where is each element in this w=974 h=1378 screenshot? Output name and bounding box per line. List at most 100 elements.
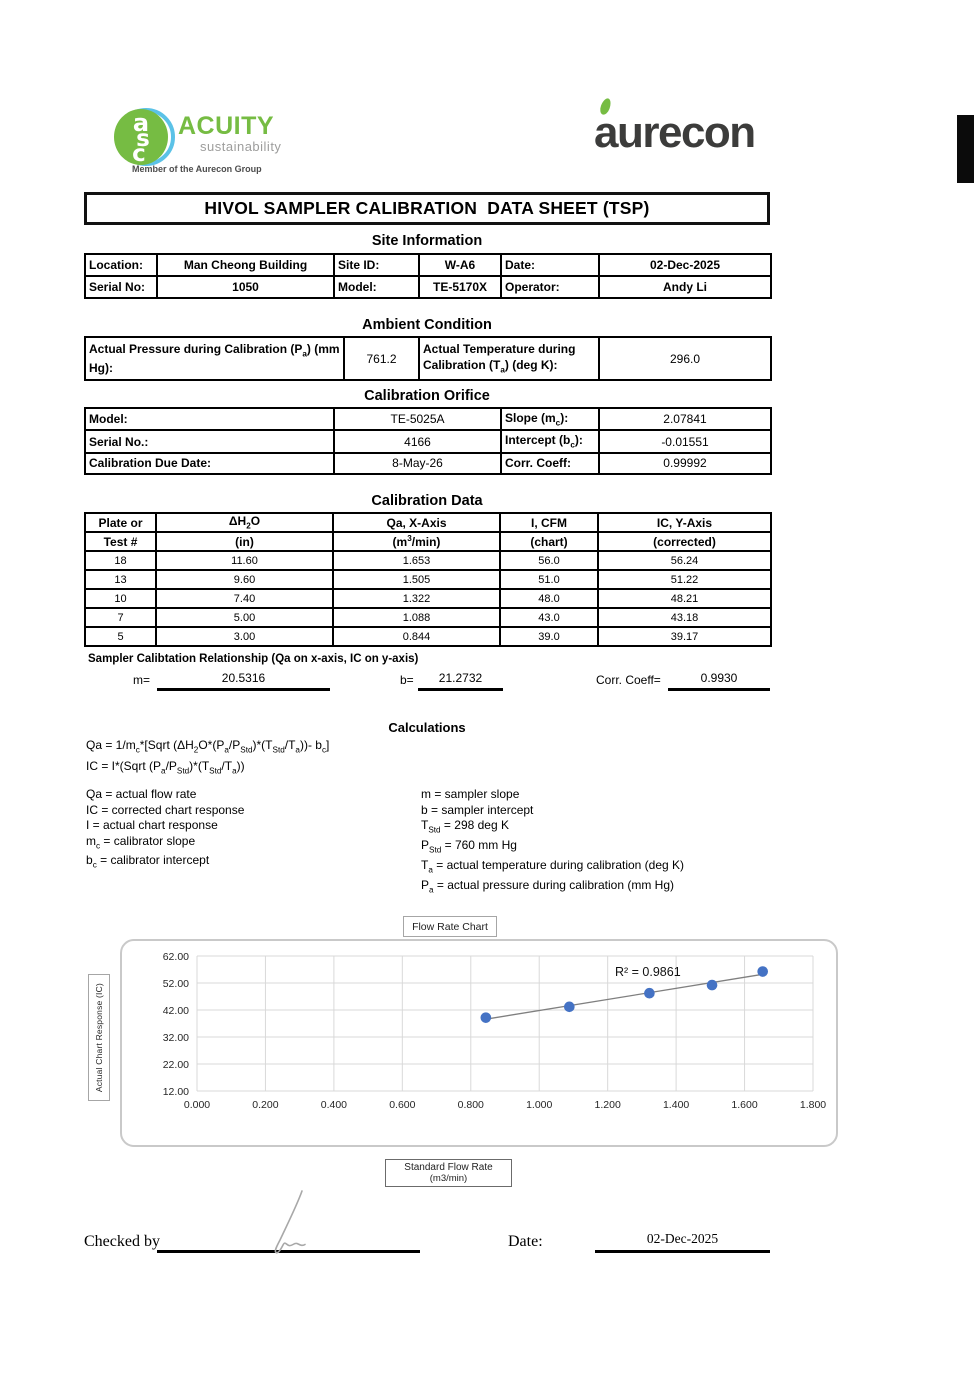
orifice-serial-value: 4166 bbox=[333, 429, 502, 454]
cell: 5 bbox=[84, 626, 157, 647]
site-information-heading: Site Information bbox=[371, 233, 483, 249]
intercept-value: -0.01551 bbox=[598, 429, 772, 454]
table-row: Serial No.: 4166 Intercept (bc): -0.0155… bbox=[84, 429, 772, 454]
cell: 11.60 bbox=[155, 550, 334, 571]
table-row: Calibration Due Date: 8-May-26 Corr. Coe… bbox=[84, 451, 772, 475]
ambient-condition-heading: Ambient Condition bbox=[362, 317, 492, 333]
footer-date-value: 02-Dec-2025 bbox=[595, 1231, 770, 1253]
serial-no-value: 1050 bbox=[156, 275, 335, 299]
rel-corr-label: Corr. Coeff= bbox=[596, 673, 661, 687]
chart-ylabel: Actual Chart Response (IC) bbox=[94, 982, 104, 1093]
formula-qa: Qa = 1/mc*[Sqrt (ΔH2O*(Pa/PStd)*(TStd/Ta… bbox=[86, 738, 330, 755]
b-value: 21.2732 bbox=[418, 671, 503, 691]
serial-no-label: Serial No: bbox=[84, 275, 158, 299]
definition-item: IC = corrected chart response bbox=[86, 802, 245, 817]
cell: 1.505 bbox=[332, 569, 501, 590]
due-date-label: Calibration Due Date: bbox=[84, 451, 335, 475]
svg-text:1.200: 1.200 bbox=[595, 1099, 621, 1111]
col-subheader: (corrected) bbox=[597, 531, 772, 552]
table-row: Serial No: 1050 Model: TE-5170X Operator… bbox=[84, 275, 772, 299]
table-row: 18 11.60 1.653 56.0 56.24 bbox=[84, 550, 772, 571]
signature-line bbox=[157, 1232, 420, 1253]
acuity-logo-name: ACUITY bbox=[178, 112, 275, 140]
cell: 56.0 bbox=[499, 550, 599, 571]
table-row: 7 5.00 1.088 43.0 43.18 bbox=[84, 607, 772, 628]
svg-text:1.800: 1.800 bbox=[800, 1099, 826, 1111]
model-value: TE-5170X bbox=[418, 275, 502, 299]
date-value: 02-Dec-2025 bbox=[598, 253, 772, 277]
location-label: Location: bbox=[84, 253, 158, 277]
pressure-value: 761.2 bbox=[343, 336, 420, 381]
calibration-orifice-table: Model: TE-5025A Slope (mc): 2.07841 Seri… bbox=[84, 406, 772, 475]
table-row: 10 7.40 1.322 48.0 48.21 bbox=[84, 588, 772, 609]
document-title-box: HIVOL SAMPLER CALIBRATION DATA SHEET (TS… bbox=[84, 192, 770, 225]
definition-item: Ta = actual temperature during calibrati… bbox=[421, 857, 685, 875]
table-row: 5 3.00 0.844 39.0 39.17 bbox=[84, 626, 772, 647]
cell: 48.0 bbox=[499, 588, 599, 609]
slope-value: 2.07841 bbox=[598, 406, 772, 432]
table-row: 13 9.60 1.505 51.0 51.22 bbox=[84, 569, 772, 590]
svg-text:42.00: 42.00 bbox=[163, 1005, 189, 1017]
model-label: Model: bbox=[333, 275, 420, 299]
aurecon-logo: aurecon bbox=[594, 96, 794, 166]
svg-text:0.200: 0.200 bbox=[252, 1099, 278, 1111]
orifice-model-label: Model: bbox=[84, 406, 335, 432]
cell: 1.653 bbox=[332, 550, 501, 571]
operator-value: Andy Li bbox=[598, 275, 772, 299]
svg-text:1.600: 1.600 bbox=[731, 1099, 757, 1111]
orifice-model-value: TE-5025A bbox=[333, 406, 502, 432]
svg-text:R² = 0.9861: R² = 0.9861 bbox=[615, 965, 681, 979]
svg-text:0.800: 0.800 bbox=[458, 1099, 484, 1111]
definition-item: mc = calibrator slope bbox=[86, 833, 196, 850]
m-value: 20.5316 bbox=[157, 671, 330, 691]
table-header-row: Test # (in) (m3/min) (chart) (corrected) bbox=[84, 531, 772, 552]
corr-coeff-label: Corr. Coeff: bbox=[500, 451, 600, 475]
svg-text:c: c bbox=[132, 141, 146, 167]
cell: 39.17 bbox=[597, 626, 772, 647]
ambient-condition-table: Actual Pressure during Calibration (Pa) … bbox=[84, 336, 772, 381]
definition-item: bc = calibrator intercept bbox=[86, 853, 210, 870]
footer-date-label: Date: bbox=[508, 1233, 543, 1250]
col-subheader: (m3/min) bbox=[332, 531, 501, 552]
cell: 13 bbox=[84, 569, 157, 590]
col-subheader: Test # bbox=[84, 531, 157, 552]
calibration-data-table: Plate or ΔH2O Qa, X-Axis I, CFM IC, Y-Ax… bbox=[84, 512, 772, 647]
svg-text:22.00: 22.00 bbox=[163, 1059, 189, 1071]
cell: 1.322 bbox=[332, 588, 501, 609]
cell: 48.21 bbox=[597, 588, 772, 609]
rel-corr-value: 0.9930 bbox=[668, 671, 770, 691]
svg-text:62.00: 62.00 bbox=[163, 951, 189, 963]
definition-item: TStd = 298 deg K bbox=[421, 818, 509, 835]
svg-text:0.600: 0.600 bbox=[389, 1099, 415, 1111]
cell: 10 bbox=[84, 588, 157, 609]
definition-item: Qa = actual flow rate bbox=[86, 787, 197, 801]
cell: 7.40 bbox=[155, 588, 334, 609]
cell: 43.18 bbox=[597, 607, 772, 628]
chart-xlabel-line2: (m3/min) bbox=[429, 1173, 468, 1184]
site-id-label: Site ID: bbox=[333, 253, 420, 277]
table-row: Actual Pressure during Calibration (Pa) … bbox=[84, 336, 772, 381]
site-id-value: W-A6 bbox=[418, 253, 502, 277]
definitions-left: Qa = actual flow rate IC = corrected cha… bbox=[86, 787, 244, 873]
table-row: Location: Man Cheong Building Site ID: W… bbox=[84, 253, 772, 277]
acuity-logo: a s c ACUITY sustainability Member of th… bbox=[112, 106, 292, 184]
calculations-heading: Calculations bbox=[388, 720, 466, 735]
chart-title: Flow Rate Chart bbox=[412, 920, 488, 933]
cell: 56.24 bbox=[597, 550, 772, 571]
cell: 39.0 bbox=[499, 626, 599, 647]
svg-text:52.00: 52.00 bbox=[163, 978, 189, 990]
svg-text:s: s bbox=[136, 126, 150, 152]
temperature-label: Actual Temperature during Calibration (T… bbox=[418, 336, 600, 381]
svg-text:a: a bbox=[133, 109, 149, 137]
date-label: Date: bbox=[500, 253, 600, 277]
definition-item: m = sampler slope bbox=[421, 787, 520, 801]
svg-text:1.000: 1.000 bbox=[526, 1099, 552, 1111]
col-header: Plate or bbox=[84, 512, 157, 533]
formula-ic: IC = I*(Sqrt (Pa/PStd)*(TStd/Ta)) bbox=[86, 759, 245, 776]
cell: 0.844 bbox=[332, 626, 501, 647]
slope-label: Slope (mc): bbox=[500, 406, 600, 432]
col-subheader: (in) bbox=[155, 531, 334, 552]
svg-text:32.00: 32.00 bbox=[163, 1032, 189, 1044]
cell: 18 bbox=[84, 550, 157, 571]
col-header: I, CFM bbox=[499, 512, 599, 533]
